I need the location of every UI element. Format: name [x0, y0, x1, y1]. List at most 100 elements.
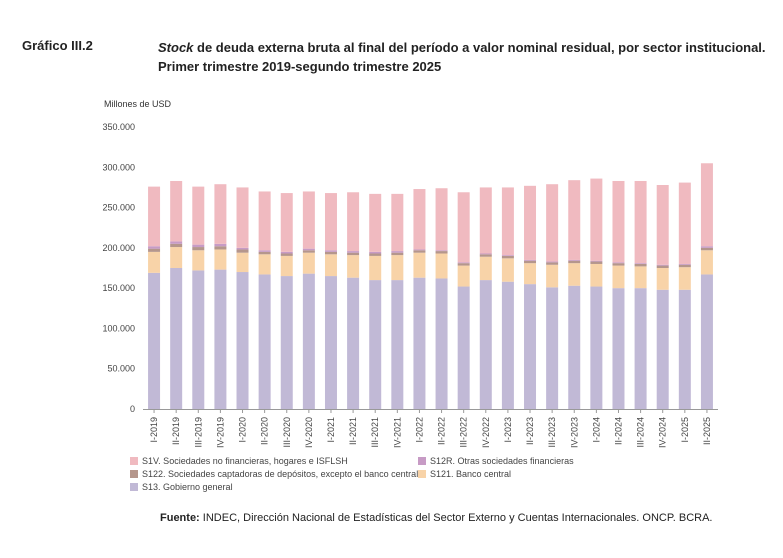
bar-segment-s121	[280, 255, 293, 277]
bar-segment-s1v	[656, 185, 669, 265]
x-tick-label: III-2020	[282, 417, 292, 448]
bar-segment-s12r	[258, 250, 271, 252]
bar-segment-s12r	[324, 250, 337, 252]
x-tick-label: I-2019	[149, 417, 159, 443]
chart-title: Stock de deuda externa bruta al final de…	[158, 38, 768, 76]
x-tick-label: IV-2021	[392, 417, 402, 448]
y-tick-label: 250.000	[102, 203, 135, 213]
bar-segment-s13	[634, 288, 647, 409]
x-tick-label: IV-2023	[569, 417, 579, 448]
x-tick-label: I-2025	[680, 417, 690, 443]
legend-item-s1v: S1V. Sociedades no financieras, hogares …	[130, 456, 348, 466]
bar-segment-s122	[170, 243, 183, 248]
bar-segment-s13	[391, 280, 404, 409]
bar-segment-s12r	[280, 251, 293, 254]
bar-segment-s121	[435, 253, 448, 279]
bar-segment-s12r	[590, 260, 603, 262]
y-tick-label: 0	[130, 404, 135, 414]
bar-segment-s121	[479, 256, 492, 281]
bar-segment-s1v	[524, 185, 537, 260]
bar-segment-s1v	[678, 182, 691, 264]
x-tick-label: I-2023	[503, 417, 513, 443]
bar-segment-s122	[479, 254, 492, 257]
bar-segment-s12r	[236, 247, 249, 250]
bar-segment-s1v	[258, 191, 271, 251]
bar-segment-s121	[192, 250, 205, 271]
bar-segment-s13	[435, 278, 448, 409]
bar-segment-s13	[413, 277, 426, 409]
legend-item-s121: S121. Banco central	[418, 469, 511, 479]
bar-segment-s1v	[214, 184, 227, 244]
bar-segment-s121	[324, 254, 337, 277]
bar-segment-s13	[369, 280, 382, 409]
bar-segment-s122	[347, 252, 360, 256]
legend-swatch-s13	[130, 483, 138, 491]
bar-segment-s1v	[634, 180, 647, 264]
bar-segment-s12r	[678, 263, 691, 265]
x-tick-label: I-2021	[326, 417, 336, 443]
bar-segment-s13	[501, 281, 514, 409]
bar-segment-s122	[413, 250, 426, 253]
bar-segment-s1v	[148, 186, 161, 247]
bar-segment-s12r	[170, 241, 183, 244]
x-tick-label: III-2023	[547, 417, 557, 448]
bar-segment-s121	[148, 251, 161, 273]
bar-segment-s122	[678, 264, 691, 268]
chart-axes: 0 50.000 100.000 150.000 200.000 250.000 300.0…	[102, 122, 718, 448]
bar-segment-s121	[524, 263, 537, 285]
bar-segment-s13	[347, 277, 360, 409]
bar-segment-s1v	[457, 192, 470, 263]
bar-segment-s13	[700, 274, 713, 409]
bar-segment-s1v	[413, 189, 426, 250]
bar-segment-s121	[391, 255, 404, 281]
bar-segment-s12r	[148, 246, 161, 249]
bar-segment-s122	[192, 247, 205, 251]
legend-label-s1v: S1V. Sociedades no financieras, hogares …	[142, 456, 348, 466]
bar-segment-s13	[214, 269, 227, 409]
bar-segment-s12r	[700, 246, 713, 248]
bar-segment-s121	[170, 247, 183, 268]
bar-segment-s121	[457, 265, 470, 287]
bar-segment-s121	[501, 258, 514, 282]
bar-segment-s12r	[391, 251, 404, 253]
bar-segment-s13	[546, 287, 559, 409]
bar-segment-s1v	[236, 187, 249, 248]
chart-bars	[148, 163, 713, 409]
title-rest: de deuda externa bruta al final del perí…	[193, 40, 766, 55]
bar-segment-s13	[678, 289, 691, 409]
x-tick-label: II-2022	[437, 417, 447, 445]
bar-segment-s12r	[524, 259, 537, 261]
bar-segment-s122	[546, 262, 559, 265]
bar-segment-s13	[524, 284, 537, 409]
x-tick-label: I-2020	[238, 417, 248, 443]
bar-segment-s13	[479, 280, 492, 409]
bar-segment-s121	[347, 255, 360, 278]
y-tick-label: 200.000	[102, 243, 135, 253]
bar-segment-s122	[700, 247, 713, 251]
bar-segment-s1v	[700, 163, 713, 247]
bar-segment-s122	[214, 246, 227, 250]
bar-segment-s1v	[369, 193, 382, 252]
x-tick-label: IV-2024	[658, 417, 668, 448]
source-text: INDEC, Dirección Nacional de Estadística…	[199, 512, 713, 524]
bar-segment-s13	[192, 270, 205, 409]
source-note: Fuente: INDEC, Dirección Nacional de Est…	[160, 512, 712, 524]
bar-segment-s122	[148, 248, 161, 252]
bar-segment-s12r	[612, 262, 625, 264]
bar-segment-s122	[501, 255, 514, 259]
x-tick-label: IV-2019	[215, 417, 225, 448]
x-tick-label: II-2023	[525, 417, 535, 445]
bar-segment-s122	[236, 249, 249, 253]
bar-segment-s1v	[347, 192, 360, 252]
bar-segment-s121	[700, 250, 713, 275]
bar-segment-s121	[656, 268, 669, 290]
bar-segment-s12r	[302, 248, 315, 251]
bar-segment-s1v	[479, 187, 492, 254]
bar-segment-s122	[457, 263, 470, 266]
bar-segment-s122	[280, 253, 293, 256]
bar-segment-s1v	[546, 184, 559, 262]
bar-segment-s12r	[369, 251, 382, 254]
bar-segment-s121	[612, 265, 625, 289]
bar-segment-s13	[568, 285, 581, 409]
